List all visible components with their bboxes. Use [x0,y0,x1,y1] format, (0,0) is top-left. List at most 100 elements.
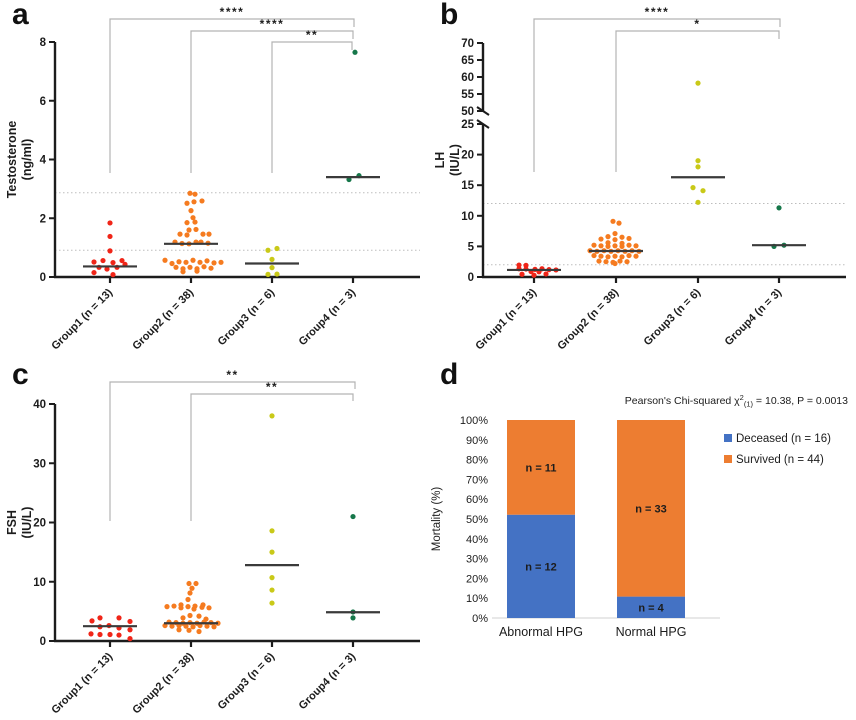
x-tick-label: Group2 (n = 38) [130,650,196,716]
data-point [695,164,701,170]
data-point [598,243,604,249]
data-point [185,596,191,603]
significance-label: **** [220,5,245,19]
data-point [269,587,275,593]
y-tick-label: 0 [468,272,474,284]
legend-swatch [724,434,732,442]
x-tick-label: Group4 (n = 3) [297,286,359,348]
y-tick-label: 10% [466,593,488,605]
data-point [184,200,190,206]
chi-squared-title: Pearson's Chi-squared χ2(1) = 10.38, P =… [625,393,848,409]
bar-segment [507,514,575,618]
data-point [269,575,275,581]
data-point [695,158,701,164]
x-tick-label: Group3 (n = 6) [216,286,278,348]
data-point [598,236,604,242]
y-tick-label: 50% [466,514,488,526]
data-point [516,262,522,268]
data-point [274,245,280,252]
data-point [107,220,113,226]
data-point [612,253,618,259]
data-point [187,590,193,596]
data-point [269,549,275,555]
data-point [107,248,113,254]
data-point [193,580,199,587]
data-point [626,235,632,242]
data-point [88,631,94,637]
data-point [127,618,133,625]
x-tick-label: Group3 (n = 6) [642,286,704,348]
data-point [186,580,192,587]
y-tick-label: 8 [40,37,47,49]
panel-label-a: a [12,0,29,31]
data-point [211,624,217,630]
data-point [110,272,116,278]
y-tick-label: 6 [40,96,46,108]
data-point [633,243,639,249]
data-point [197,259,203,265]
data-point [350,615,356,621]
data-point [196,613,202,619]
data-point [180,269,186,275]
data-point [605,240,611,246]
data-point [127,636,133,642]
data-point [193,226,199,233]
segment-count-label: n = 12 [525,561,557,573]
panel-label-b: b [440,0,459,31]
data-point [543,271,549,277]
data-point [180,615,186,621]
significance-bracket [190,30,354,173]
data-point [690,185,696,191]
y-tick-label: 2 [40,213,46,225]
panel-label-c: c [12,358,29,391]
y-tick-label: 10 [461,211,474,223]
y-tick-label: 30 [33,458,46,470]
y-tick-label: 0 [40,636,46,648]
segment-count-label: n = 4 [638,602,664,614]
data-point [265,271,271,277]
significance-bracket [533,18,781,172]
data-point [91,259,97,265]
data-point [191,606,197,612]
data-point [104,266,110,272]
data-point [523,262,529,268]
x-tick-label: Group4 (n = 3) [723,286,785,348]
y-tick-label: 20 [33,518,46,530]
y-tick-label: 40% [466,534,488,546]
data-point [350,513,356,520]
significance-bracket [615,30,780,172]
significance-bracket [109,18,355,173]
data-point [626,252,632,259]
data-point [269,265,275,271]
x-tick-label: Group1 (n = 13) [49,650,115,716]
mortality-stacked-bar-chart: 0% 10% 20% 30% 40% 50% 60% 70% 80% 90% 100% n = 12 n… [431,393,848,639]
data-point [178,605,184,611]
data-point [185,604,191,610]
data-point [612,260,618,267]
data-point [164,604,170,610]
data-point [184,220,190,226]
bar-segment [617,420,685,597]
panel-c: c ** ** 0 10 20 30 40 Group1 (n = 13) Group2 (n … [0,360,428,720]
data-point [187,264,193,270]
y-tick-label: 80% [466,455,488,467]
data-point [116,615,122,621]
y-tick-label: 60% [466,494,488,506]
significance-label: ** [306,28,318,42]
data-point [619,234,625,240]
data-point [610,218,616,224]
panel-label-d: d [440,358,459,391]
data-point [531,272,537,278]
significance-label: **** [645,5,670,19]
data-point [269,256,275,262]
data-point [208,265,214,271]
data-point [169,260,175,267]
data-point [190,215,196,221]
data-point [177,231,183,237]
data-point [616,220,622,226]
data-point [619,254,625,260]
y-tick-label: 15 [461,180,474,192]
data-point [265,247,271,253]
data-point [97,631,103,638]
